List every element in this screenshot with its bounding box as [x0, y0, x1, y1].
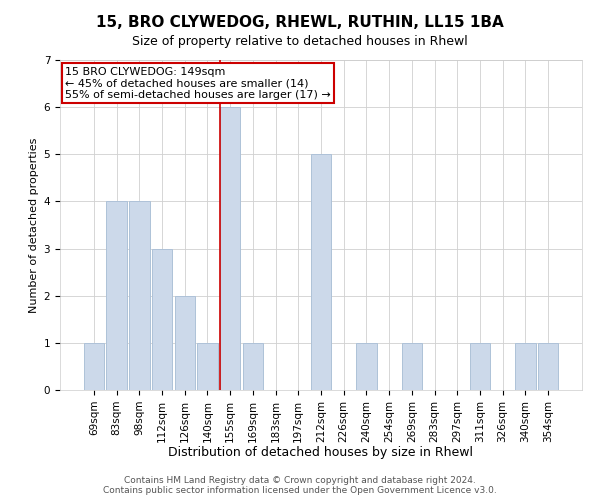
Y-axis label: Number of detached properties: Number of detached properties: [29, 138, 40, 312]
Bar: [470, 343, 490, 390]
Bar: [401, 343, 422, 390]
Bar: [175, 296, 195, 390]
Bar: [220, 107, 241, 390]
Bar: [106, 202, 127, 390]
Text: Size of property relative to detached houses in Rhewl: Size of property relative to detached ho…: [132, 35, 468, 48]
Bar: [356, 343, 377, 390]
Bar: [197, 343, 218, 390]
Text: 15, BRO CLYWEDOG, RHEWL, RUTHIN, LL15 1BA: 15, BRO CLYWEDOG, RHEWL, RUTHIN, LL15 1B…: [96, 15, 504, 30]
Bar: [129, 202, 149, 390]
Bar: [152, 248, 172, 390]
Text: Contains HM Land Registry data © Crown copyright and database right 2024.
Contai: Contains HM Land Registry data © Crown c…: [103, 476, 497, 495]
Bar: [84, 343, 104, 390]
Text: 15 BRO CLYWEDOG: 149sqm
← 45% of detached houses are smaller (14)
55% of semi-de: 15 BRO CLYWEDOG: 149sqm ← 45% of detache…: [65, 66, 331, 100]
Bar: [515, 343, 536, 390]
Bar: [311, 154, 331, 390]
Bar: [538, 343, 558, 390]
Bar: [242, 343, 263, 390]
X-axis label: Distribution of detached houses by size in Rhewl: Distribution of detached houses by size …: [169, 446, 473, 459]
